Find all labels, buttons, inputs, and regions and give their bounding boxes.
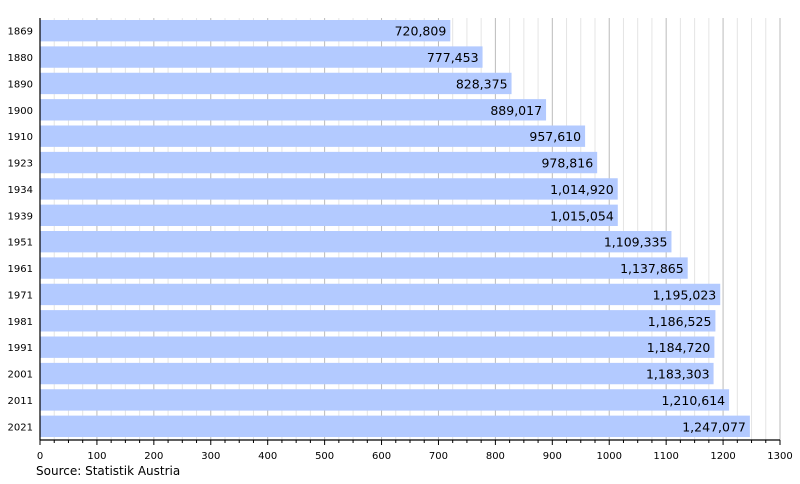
bar-1981: [40, 310, 716, 332]
bar-1880: [40, 46, 483, 68]
x-tick-label: 1000: [597, 451, 622, 462]
x-tick-label: 200: [144, 451, 163, 462]
bar-value-label: 1,195,023: [653, 287, 717, 302]
bar-1890: [40, 72, 512, 95]
bar-value-label: 1,183,303: [646, 367, 710, 382]
bar-value-label: 1,247,077: [682, 419, 746, 434]
x-tick-label: 800: [486, 451, 505, 462]
category-label: 1923: [8, 159, 33, 170]
x-tick-label: 300: [201, 451, 220, 462]
source-note: Source: Statistik Austria: [36, 464, 180, 478]
bar-2021: [40, 415, 750, 437]
x-tick-label: 1200: [710, 451, 735, 462]
bar-value-label: 957,610: [529, 129, 581, 144]
category-label: 1934: [8, 185, 33, 196]
bar-value-label: 1,184,720: [647, 340, 711, 355]
x-tick-label: 100: [87, 451, 106, 462]
bar-value-label: 889,017: [490, 103, 542, 118]
x-tick-label: 1300: [767, 451, 792, 462]
bar-value-label: 777,453: [427, 50, 479, 65]
bar-1939: [40, 204, 618, 226]
bar-1900: [40, 99, 547, 121]
bar-value-label: 1,014,920: [550, 182, 614, 197]
bar-1991: [40, 336, 715, 358]
category-label: 2021: [8, 422, 33, 433]
bar-value-label: 978,816: [541, 156, 593, 171]
bars: 720,809 777,453 828,375 889,017 957,610 978,8…: [40, 20, 750, 437]
x-tick-label: 500: [315, 451, 334, 462]
category-label: 1961: [8, 264, 33, 275]
category-label: 1951: [8, 238, 33, 249]
bar-value-label: 1,109,335: [604, 235, 668, 250]
bar-1934: [40, 178, 618, 200]
category-label: 1869: [8, 27, 33, 38]
bar-1961: [40, 257, 688, 279]
category-label: 1981: [8, 317, 33, 328]
bar-value-label: 1,137,865: [620, 261, 684, 276]
bar-value-label: 1,186,525: [648, 314, 712, 329]
bar-1971: [40, 283, 721, 306]
bar-1951: [40, 231, 672, 253]
bar-value-label: 1,210,614: [661, 393, 725, 408]
category-label: 1991: [8, 343, 33, 354]
x-tick-label: 1100: [653, 451, 678, 462]
bar-value-label: 1,015,054: [550, 208, 614, 223]
bar-1923: [40, 151, 598, 174]
category-label: 1910: [8, 132, 33, 143]
x-tick-label: 700: [429, 451, 448, 462]
x-tick-label: 600: [372, 451, 391, 462]
x-tick-label: 400: [258, 451, 277, 462]
category-label: 1880: [8, 53, 33, 64]
category-label: 1939: [8, 211, 33, 222]
x-tick-label: 900: [543, 451, 562, 462]
bar-2001: [40, 362, 714, 385]
category-label: 2001: [8, 370, 33, 381]
bar-1910: [40, 125, 586, 147]
bar-2011: [40, 389, 730, 411]
x-tick-label: 0: [37, 451, 43, 462]
x-axis: 0 100 200 300 400 500 600 700 800 900 1000 1100 1200…: [37, 18, 793, 462]
category-label: 1900: [8, 106, 33, 117]
category-label: 1971: [8, 290, 33, 301]
bar-1869: [40, 20, 451, 42]
category-label: 2011: [8, 396, 33, 407]
category-labels: 1869 1880 1890 1900 1910 1923 1934 1939 1951 1961…: [8, 27, 33, 434]
category-label: 1890: [8, 79, 33, 90]
bar-value-label: 828,375: [456, 76, 508, 91]
bar-value-label: 720,809: [395, 24, 447, 39]
